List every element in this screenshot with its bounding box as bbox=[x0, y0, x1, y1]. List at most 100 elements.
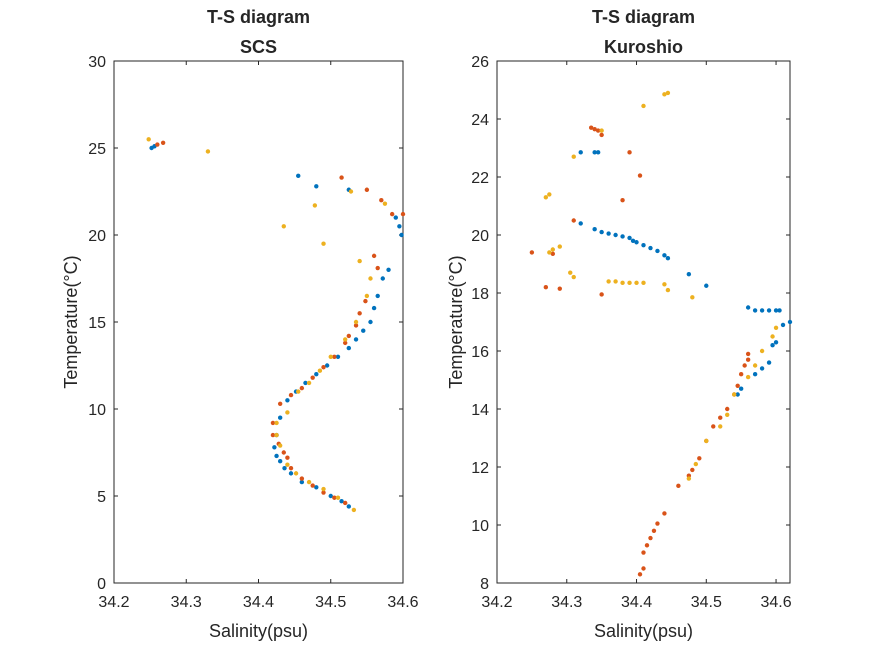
kuroshio-data-point bbox=[641, 242, 646, 248]
scs-data-point bbox=[296, 389, 301, 394]
kuroshio-data-point bbox=[627, 280, 632, 286]
scs-data-point bbox=[282, 465, 287, 471]
kuroshio-data-point bbox=[571, 274, 576, 280]
kuroshio-y-tick-label: 10 bbox=[471, 518, 489, 535]
scs-data-point bbox=[332, 495, 337, 500]
scs-data-point bbox=[386, 267, 391, 272]
scs-data-point bbox=[397, 224, 402, 229]
scs-data-point bbox=[277, 459, 283, 464]
kuroshio-data-point bbox=[599, 132, 604, 138]
scs-data-point bbox=[339, 175, 344, 180]
scs-data-point bbox=[368, 276, 373, 281]
scs-data-point bbox=[382, 201, 388, 206]
scs-data-point bbox=[371, 253, 377, 259]
scs-data-point bbox=[368, 319, 373, 325]
kuroshio-data-point bbox=[568, 270, 573, 275]
scs-data-point bbox=[324, 363, 330, 368]
kuroshio-y-tick-label: 12 bbox=[471, 460, 489, 477]
kuroshio-data-point bbox=[745, 374, 751, 380]
kuroshio-data-point bbox=[592, 150, 597, 155]
scs-data-point bbox=[317, 368, 323, 373]
kuroshio-data-point bbox=[557, 286, 562, 291]
kuroshio-data-point bbox=[547, 250, 552, 255]
kuroshio-y-tick-label: 24 bbox=[471, 112, 489, 129]
kuroshio-data-point bbox=[745, 305, 751, 310]
scs-data-point bbox=[146, 137, 151, 142]
scs-plot-area bbox=[113, 60, 404, 584]
kuroshio-data-point bbox=[697, 456, 702, 461]
scs-data-point bbox=[335, 354, 341, 359]
scs-data-point bbox=[285, 455, 290, 460]
kuroshio-data-point bbox=[613, 279, 618, 284]
scs-data-point bbox=[281, 450, 286, 455]
scs-data-point bbox=[343, 500, 348, 506]
kuroshio-y-tick-label: 16 bbox=[471, 344, 489, 361]
scs-y-tick-label: 5 bbox=[97, 489, 106, 506]
kuroshio-data-point bbox=[634, 240, 639, 245]
kuroshio-data-point bbox=[648, 535, 653, 541]
kuroshio-data-point bbox=[637, 173, 643, 178]
scs-data-point bbox=[205, 149, 211, 154]
kuroshio-data-point bbox=[630, 238, 636, 243]
kuroshio-data-point bbox=[627, 150, 632, 155]
scs-data-point bbox=[328, 354, 333, 359]
scs-data-point bbox=[389, 211, 395, 217]
scs-data-point bbox=[346, 333, 352, 339]
scs-x-tick-label: 34.2 bbox=[98, 594, 129, 611]
scs-data-point bbox=[274, 420, 279, 426]
kuroshio-data-point bbox=[752, 308, 758, 313]
kuroshio-data-point bbox=[690, 295, 695, 300]
kuroshio-x-tick-label: 34.6 bbox=[760, 594, 791, 611]
kuroshio-data-point bbox=[752, 363, 758, 368]
kuroshio-data-point bbox=[745, 351, 751, 357]
kuroshio-data-point bbox=[742, 363, 747, 368]
scs-data-point bbox=[343, 337, 348, 342]
kuroshio-data-point bbox=[543, 285, 549, 290]
kuroshio-data-point bbox=[655, 248, 660, 254]
scs-data-point bbox=[346, 345, 352, 351]
scs-title: T-S diagram bbox=[207, 7, 310, 27]
kuroshio-panel: T-S diagram Kuroshio 34.2 34.3 34.4 34.5 34.… bbox=[446, 7, 793, 641]
scs-x-tick-label: 34.4 bbox=[243, 594, 274, 611]
kuroshio-data-point bbox=[550, 247, 556, 252]
scs-data-point bbox=[310, 483, 315, 488]
kuroshio-data-point bbox=[613, 232, 618, 238]
scs-data-point bbox=[285, 410, 290, 415]
kuroshio-x-axis-label: Salinity(psu) bbox=[594, 621, 693, 641]
kuroshio-data-point bbox=[620, 234, 625, 239]
scs-data-point bbox=[375, 265, 380, 271]
kuroshio-x-axis: 34.2 34.3 34.4 34.5 34.6 bbox=[481, 61, 792, 611]
kuroshio-data-point bbox=[745, 357, 751, 362]
kuroshio-data-point bbox=[620, 280, 625, 286]
scs-x-tick-label: 34.6 bbox=[387, 594, 418, 611]
scs-x-axis-label: Salinity(psu) bbox=[209, 621, 308, 641]
kuroshio-y-tick-label: 22 bbox=[471, 170, 489, 187]
scs-data-point bbox=[348, 189, 354, 194]
kuroshio-data-point bbox=[704, 438, 709, 444]
scs-data-point bbox=[393, 215, 398, 220]
kuroshio-subtitle: Kuroshio bbox=[604, 37, 683, 57]
scs-y-tick-label: 20 bbox=[88, 228, 106, 245]
kuroshio-data-point bbox=[731, 392, 737, 397]
scs-data-point bbox=[399, 232, 404, 238]
scs-panel: T-S diagram SCS 34.2 34.3 34.4 34.5 34.6 0 5 1… bbox=[61, 7, 419, 641]
kuroshio-data-point bbox=[735, 392, 740, 397]
scs-data-point bbox=[288, 465, 294, 471]
kuroshio-data-point bbox=[704, 283, 709, 288]
scs-data-point bbox=[310, 375, 315, 380]
kuroshio-data-point bbox=[770, 343, 775, 348]
kuroshio-data-point bbox=[686, 476, 692, 481]
scs-data-point bbox=[270, 420, 276, 426]
kuroshio-data-point bbox=[588, 125, 594, 130]
kuroshio-data-point bbox=[662, 92, 667, 97]
kuroshio-data-point bbox=[718, 415, 723, 420]
scs-data-point bbox=[155, 142, 160, 147]
scs-data-point bbox=[346, 504, 352, 509]
kuroshio-data-point bbox=[665, 287, 671, 293]
kuroshio-data-point bbox=[606, 231, 611, 236]
kuroshio-data-point bbox=[627, 235, 632, 241]
scs-data-point bbox=[299, 476, 305, 481]
kuroshio-data-point bbox=[766, 308, 772, 313]
scs-data-point bbox=[312, 203, 318, 208]
kuroshio-data-point bbox=[599, 128, 604, 133]
